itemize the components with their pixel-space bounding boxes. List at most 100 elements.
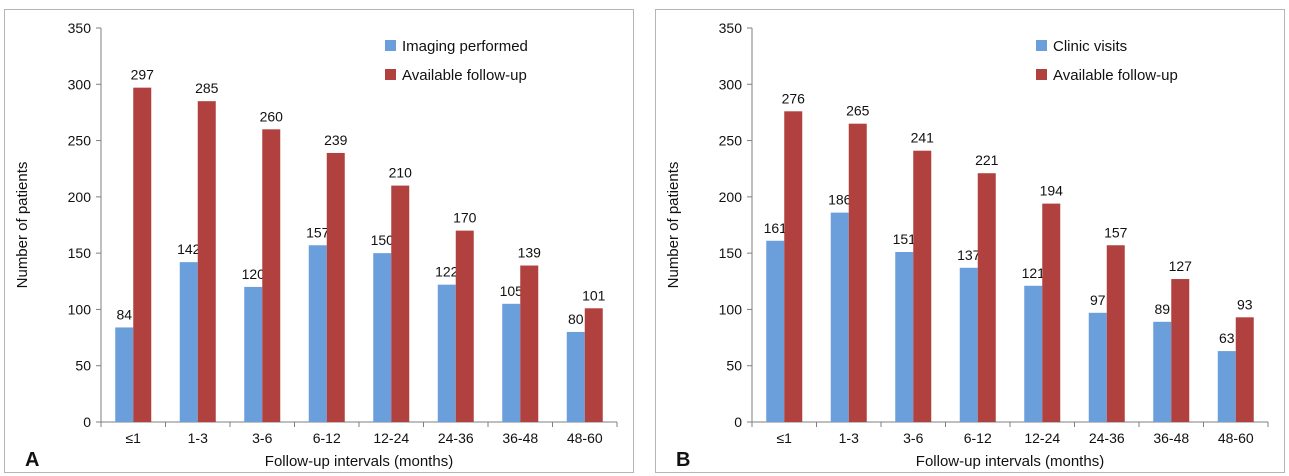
bar-imaging-performed-5 bbox=[437, 284, 456, 422]
chart-panel-b: 0 50 100 150 200 250 300 350 ≤1 1-3 3-6 6-12 12-24 24… bbox=[655, 9, 1285, 473]
bar-available-follow-up-7 bbox=[1235, 317, 1254, 422]
x-tick-label: 3-6 bbox=[903, 430, 923, 446]
data-label-available-follow-up: 265 bbox=[846, 103, 870, 119]
data-label-available-follow-up: 139 bbox=[518, 245, 542, 261]
bar-available-follow-up-5 bbox=[1106, 245, 1125, 422]
y-tick-label: 350 bbox=[719, 20, 743, 36]
panel-label: B bbox=[676, 449, 690, 471]
x-tick-label: 1-3 bbox=[839, 430, 859, 446]
bar-clinic-visits-1 bbox=[830, 212, 849, 422]
data-label-imaging-performed: 142 bbox=[177, 241, 201, 257]
legend-label-clinic-visits: Clinic visits bbox=[1053, 38, 1127, 55]
bar-clinic-visits-4 bbox=[1024, 285, 1043, 422]
x-tick-label: 3-6 bbox=[252, 430, 272, 446]
bar-available-follow-up-0 bbox=[133, 87, 152, 423]
x-tick-label: 48-60 bbox=[567, 430, 603, 446]
data-label-imaging-performed: 157 bbox=[306, 224, 330, 240]
bar-imaging-performed-1 bbox=[179, 262, 198, 422]
data-label-imaging-performed: 122 bbox=[435, 264, 459, 280]
bar-available-follow-up-6 bbox=[520, 265, 539, 422]
data-label-available-follow-up: 101 bbox=[582, 287, 606, 303]
x-tick-label: 12-24 bbox=[1024, 430, 1060, 446]
x-tick-label: 48-60 bbox=[1218, 430, 1254, 446]
data-label-clinic-visits: 137 bbox=[957, 247, 981, 263]
y-tick-label: 0 bbox=[734, 414, 742, 430]
data-label-imaging-performed: 84 bbox=[116, 306, 132, 322]
y-tick-label: 150 bbox=[719, 245, 743, 261]
bar-available-follow-up-4 bbox=[391, 185, 410, 422]
bar-imaging-performed-6 bbox=[502, 303, 521, 422]
data-label-clinic-visits: 89 bbox=[1154, 301, 1170, 317]
bar-imaging-performed-0 bbox=[115, 327, 134, 422]
bar-available-follow-up-5 bbox=[455, 230, 474, 422]
bar-imaging-performed-7 bbox=[566, 331, 585, 422]
bar-available-follow-up-7 bbox=[584, 308, 603, 422]
data-label-available-follow-up: 297 bbox=[131, 67, 155, 83]
data-label-available-follow-up: 157 bbox=[1104, 224, 1128, 240]
y-tick-label: 250 bbox=[719, 133, 743, 149]
bar-chart-a: 0 50 100 150 200 250 300 350 ≤1 1-3 3-6 6-12 12-24 24… bbox=[14, 20, 618, 471]
x-axis-title: Follow-up intervals (months) bbox=[265, 453, 453, 470]
data-label-available-follow-up: 127 bbox=[1169, 258, 1193, 274]
data-label-available-follow-up: 260 bbox=[260, 108, 284, 124]
data-label-imaging-performed: 150 bbox=[371, 232, 395, 248]
bar-available-follow-up-3 bbox=[326, 152, 345, 422]
bar-available-follow-up-4 bbox=[1042, 203, 1061, 422]
data-label-clinic-visits: 121 bbox=[1022, 265, 1046, 281]
data-label-imaging-performed: 80 bbox=[568, 311, 584, 327]
x-tick-label: 6-12 bbox=[964, 430, 992, 446]
y-tick-label: 250 bbox=[68, 133, 92, 149]
data-label-available-follow-up: 194 bbox=[1040, 183, 1064, 199]
x-tick-label: 12-24 bbox=[373, 430, 409, 446]
y-tick-label: 200 bbox=[719, 189, 743, 205]
x-tick-label: 36-48 bbox=[502, 430, 538, 446]
x-tick-label: ≤1 bbox=[777, 430, 793, 446]
bar-clinic-visits-3 bbox=[959, 267, 978, 422]
y-tick-label: 0 bbox=[83, 414, 91, 430]
bar-imaging-performed-3 bbox=[308, 245, 327, 422]
chart-panel-a: 0 50 100 150 200 250 300 350 ≤1 1-3 3-6 6-12 12-24 24… bbox=[4, 9, 634, 473]
bar-clinic-visits-7 bbox=[1217, 351, 1236, 422]
panel-label: A bbox=[25, 449, 39, 471]
data-label-available-follow-up: 276 bbox=[782, 90, 806, 106]
bar-available-follow-up-1 bbox=[197, 101, 216, 423]
bar-clinic-visits-0 bbox=[766, 240, 785, 422]
x-tick-label: 1-3 bbox=[188, 430, 208, 446]
legend-swatch-available-follow-up bbox=[1036, 69, 1047, 80]
x-tick-label: 24-36 bbox=[438, 430, 474, 446]
x-tick-label: 6-12 bbox=[313, 430, 341, 446]
bar-chart-b: 0 50 100 150 200 250 300 350 ≤1 1-3 3-6 6-12 12-24 24… bbox=[665, 20, 1269, 471]
x-tick-label: 36-48 bbox=[1153, 430, 1189, 446]
data-label-available-follow-up: 210 bbox=[389, 165, 413, 181]
y-tick-label: 100 bbox=[719, 301, 743, 317]
data-label-available-follow-up: 241 bbox=[911, 130, 935, 146]
data-label-available-follow-up: 170 bbox=[453, 210, 477, 226]
legend-swatch-imaging-performed bbox=[385, 40, 396, 51]
x-axis-title: Follow-up intervals (months) bbox=[916, 453, 1104, 470]
data-label-clinic-visits: 63 bbox=[1219, 330, 1235, 346]
x-tick-label: ≤1 bbox=[126, 430, 142, 446]
y-tick-label: 100 bbox=[68, 301, 92, 317]
data-label-imaging-performed: 105 bbox=[500, 283, 524, 299]
legend-label-imaging-performed: Imaging performed bbox=[402, 38, 528, 55]
bar-available-follow-up-0 bbox=[784, 111, 803, 422]
data-label-available-follow-up: 285 bbox=[195, 80, 219, 96]
bar-available-follow-up-3 bbox=[977, 173, 996, 422]
bar-clinic-visits-2 bbox=[895, 252, 914, 422]
legend-label-available-follow-up: Available follow-up bbox=[1053, 67, 1178, 84]
data-label-available-follow-up: 221 bbox=[975, 152, 999, 168]
data-label-available-follow-up: 93 bbox=[1237, 296, 1253, 312]
y-axis-title: Number of patients bbox=[665, 162, 682, 289]
legend-swatch-available-follow-up bbox=[385, 69, 396, 80]
bar-available-follow-up-6 bbox=[1171, 279, 1190, 422]
y-tick-label: 300 bbox=[719, 76, 743, 92]
y-tick-label: 200 bbox=[68, 189, 92, 205]
bar-clinic-visits-5 bbox=[1088, 312, 1107, 422]
legend-swatch-clinic-visits bbox=[1036, 40, 1047, 51]
data-label-clinic-visits: 161 bbox=[764, 220, 788, 236]
bar-available-follow-up-2 bbox=[913, 150, 932, 422]
bar-clinic-visits-6 bbox=[1153, 321, 1172, 422]
legend-label-available-follow-up: Available follow-up bbox=[402, 67, 527, 84]
y-axis-title: Number of patients bbox=[14, 162, 31, 289]
y-tick-label: 50 bbox=[726, 358, 742, 374]
